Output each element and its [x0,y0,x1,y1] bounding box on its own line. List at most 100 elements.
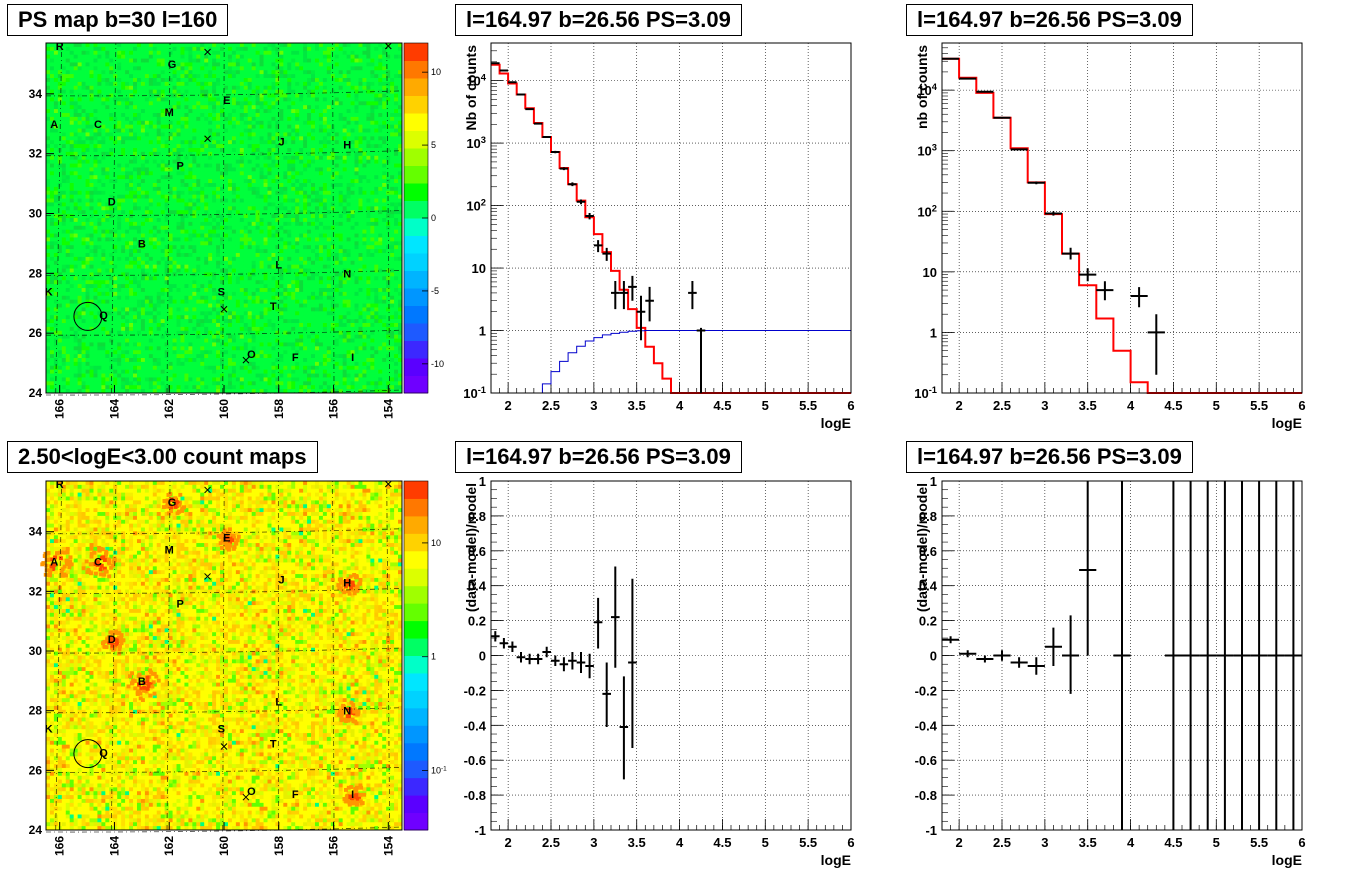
pixel [231,62,237,67]
pixel [93,338,98,343]
pixel [93,66,98,71]
pixel [216,299,221,304]
pixel [109,148,114,153]
pixel [259,101,264,106]
pixel [231,97,237,102]
pixel [97,338,102,343]
pixel [148,354,154,359]
pixel [247,81,253,87]
pixel [97,206,102,211]
pixel [101,186,106,192]
pixel [235,365,241,371]
pixel [93,105,98,110]
pixel [204,358,209,363]
pixel [105,326,110,332]
pixel [140,225,146,231]
pixel [97,346,102,351]
pixel [61,218,67,223]
pixel [61,70,67,75]
pixel [152,105,158,110]
pixel [188,163,193,168]
pixel [208,167,213,172]
pixel [69,241,75,246]
pixel [97,179,102,184]
pixel [184,315,189,320]
pixel [140,276,146,281]
pixel [125,136,130,141]
pixel [227,268,233,273]
pixel [49,373,55,378]
pixel [93,249,98,254]
pixel [200,171,205,176]
pixel [85,280,90,285]
pixel [220,245,225,250]
pixel [73,198,79,203]
pixel [49,206,55,211]
pixel [53,229,59,234]
pixel [81,183,86,188]
pixel [152,214,158,219]
pixel [77,369,82,374]
pixel [192,210,197,215]
pixel [101,175,106,180]
pixel [247,43,253,48]
pixel [247,346,253,351]
pixel [105,381,110,386]
pixel [133,326,138,332]
pixel [140,358,146,363]
pixel [164,233,170,238]
pixel [136,295,142,301]
pixel [81,202,86,207]
pixel [259,58,264,63]
pixel [243,62,249,67]
pixel [251,109,257,114]
pixel [69,338,75,343]
pixel [251,225,257,231]
pixel [188,338,193,343]
pixel [235,315,241,320]
pixel [247,93,253,98]
pixel [160,202,166,207]
pixel [85,171,90,176]
pixel [208,303,213,308]
pixel [192,50,197,56]
pixel [136,171,142,176]
pixel [220,253,225,258]
pixel [77,385,82,390]
pixel [46,128,51,133]
pixel [172,194,177,199]
pixel [46,120,51,126]
pixel [220,319,225,324]
pixel [46,389,51,394]
pixel [172,218,177,223]
pixel [81,186,86,192]
pixel [85,299,90,304]
pixel [148,315,154,320]
pixel [176,264,181,269]
pixel [196,241,201,246]
pixel [224,323,229,328]
pixel [113,237,118,242]
pixel [97,319,102,324]
pixel [77,221,82,227]
pixel [152,315,158,320]
pixel [61,221,67,227]
pixel [235,101,241,106]
pixel [140,132,146,137]
pixel [247,74,253,79]
pixel [129,132,134,137]
pixel [73,237,79,242]
pixel [224,105,229,110]
pixel [89,338,94,343]
pixel [227,179,233,184]
pixel [208,175,213,180]
pixel [144,358,150,363]
pixel [247,120,253,126]
pixel [164,280,170,285]
pixel [77,280,82,285]
pixel [247,272,253,277]
pixel [73,113,79,118]
pixel [235,89,241,94]
pixel [247,175,253,180]
pixel [160,253,166,258]
